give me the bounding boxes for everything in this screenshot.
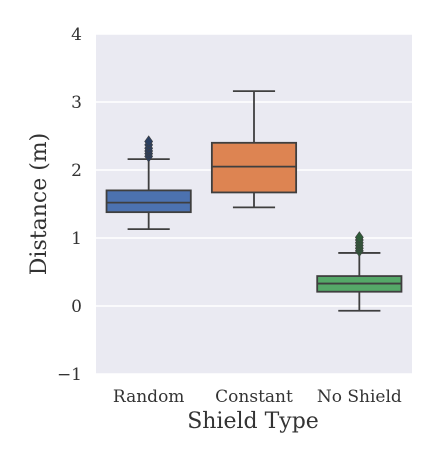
box-constant [210,90,298,209]
x-tick-label: No Shield [317,387,402,407]
x-axis-label: Shield Type [187,409,319,434]
outlier-point [354,231,364,244]
y-tick-label: −1 [57,365,82,385]
x-tick-labels: Random Constant No Shield [113,387,402,407]
outlier-point [144,135,154,148]
x-tick-label: Random [113,387,185,407]
box-random [105,135,192,231]
iqr-box [210,141,298,194]
box-no-shield [316,231,403,312]
y-axis-label: Distance (m) [27,133,52,275]
y-tick-labels: −1 0 1 2 3 4 [57,25,82,385]
y-tick-label: 2 [71,161,82,181]
y-tick-label: 4 [71,25,82,45]
x-tick-label: Constant [215,387,293,407]
y-tick-label: 3 [71,93,82,113]
y-tick-label: 1 [71,229,82,249]
iqr-box [105,189,192,214]
y-tick-label: 0 [71,297,82,317]
boxes [105,90,403,312]
